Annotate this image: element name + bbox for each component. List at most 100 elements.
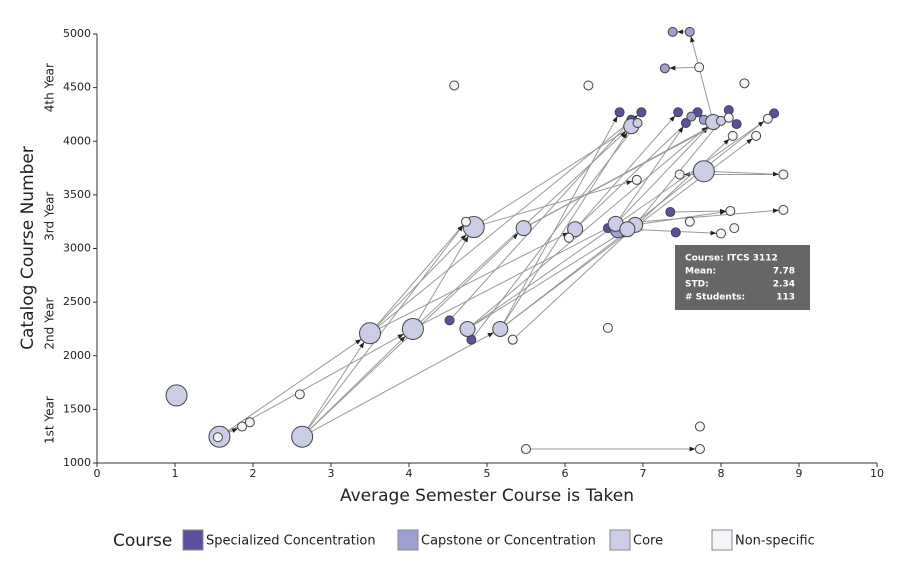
y-tick-label: 2500 [63, 295, 91, 308]
legend-swatch [397, 529, 419, 551]
point [778, 169, 789, 180]
point [723, 112, 734, 123]
tooltip-label: STD: [685, 280, 709, 290]
point [291, 425, 314, 448]
point [673, 107, 684, 118]
point [567, 221, 584, 238]
link-arrow [690, 36, 714, 123]
tooltip: Course: ITCS 3112 Mean: 7.78 STD: 2.34 #… [675, 245, 810, 310]
y-tick-label: 4500 [63, 81, 91, 94]
point [694, 421, 705, 432]
point [449, 80, 460, 91]
y-tick-label: 3500 [63, 188, 91, 201]
point [444, 315, 455, 326]
legend-label: Core [633, 534, 663, 549]
link-arrow [467, 126, 708, 330]
point [515, 220, 532, 237]
point [492, 320, 509, 337]
point [659, 63, 670, 74]
year-label: 4th Year [43, 63, 57, 112]
link-arrow [635, 210, 726, 226]
x-axis-title: Average Semester Course is Taken [340, 486, 634, 506]
legend-swatch [182, 529, 204, 551]
link-arrow [301, 332, 494, 438]
y-tick-label: 3000 [63, 242, 91, 255]
year-label: 3rd Year [43, 192, 57, 241]
link-arrow [574, 115, 695, 230]
x-tick-label: 7 [640, 467, 647, 480]
x-tick-label: 0 [94, 467, 101, 480]
link-arrow [499, 115, 618, 330]
point [460, 216, 471, 227]
y-tick-label: 4000 [63, 134, 91, 147]
point [716, 228, 726, 239]
points [165, 26, 789, 455]
legend-label: Capstone or Concentration [421, 534, 596, 549]
link-arrow [369, 224, 464, 334]
point [751, 130, 762, 141]
point [583, 80, 594, 91]
link-arrow [471, 126, 636, 340]
point [731, 119, 742, 130]
link-arrow [670, 208, 726, 214]
link-arrow [449, 122, 629, 321]
x-tick-label: 5 [484, 467, 491, 480]
links [217, 29, 784, 452]
x-tick-label: 10 [870, 467, 884, 480]
tooltip-title: Course: ITCS 3112 [685, 254, 778, 264]
link-arrow [412, 226, 610, 330]
point [739, 78, 750, 89]
point [684, 26, 695, 37]
legend-label: Non-specific [735, 534, 815, 549]
point [563, 232, 574, 243]
point [521, 444, 531, 455]
point [237, 421, 248, 432]
link-arrow [574, 115, 676, 230]
link-arrow [467, 232, 622, 330]
link-arrow [412, 235, 469, 330]
year-label: 1st Year [43, 396, 57, 444]
point [762, 113, 773, 124]
link-arrow [473, 125, 635, 228]
point [244, 417, 255, 428]
point [692, 160, 715, 183]
tooltip-label: # Students: [685, 293, 745, 303]
legend-swatch [711, 529, 733, 551]
link-arrow [615, 127, 709, 225]
link-arrow [499, 132, 628, 330]
point [684, 216, 695, 227]
link-arrow [703, 170, 779, 177]
x-tick-label: 2 [250, 467, 257, 480]
legend-swatch [609, 529, 631, 551]
point [359, 322, 381, 345]
point [670, 227, 681, 238]
tooltip-value: 7.78 [773, 267, 795, 277]
y-tick-label: 1500 [63, 402, 91, 415]
legend-title: Course [113, 531, 172, 551]
y-axis-title: Catalog Course Number [18, 146, 38, 350]
point [729, 223, 740, 234]
y-tick-label: 2000 [63, 349, 91, 362]
point [694, 62, 705, 73]
link-arrow [473, 180, 633, 228]
point [727, 130, 738, 141]
point [778, 204, 789, 215]
tooltip-box [675, 245, 810, 310]
x-tick-label: 3 [328, 467, 335, 480]
point [769, 108, 780, 119]
point [674, 169, 685, 180]
point [636, 107, 647, 118]
year-label: 2nd Year [43, 297, 57, 349]
link-arrow [301, 341, 365, 437]
point [725, 205, 736, 216]
link-arrow [369, 232, 569, 334]
point [665, 207, 676, 218]
x-tick-label: 6 [562, 467, 569, 480]
link-arrow [219, 338, 362, 438]
tooltip-value: 113 [776, 293, 795, 303]
point [686, 111, 697, 122]
y-tick-label: 1000 [63, 456, 91, 469]
point [294, 389, 305, 400]
